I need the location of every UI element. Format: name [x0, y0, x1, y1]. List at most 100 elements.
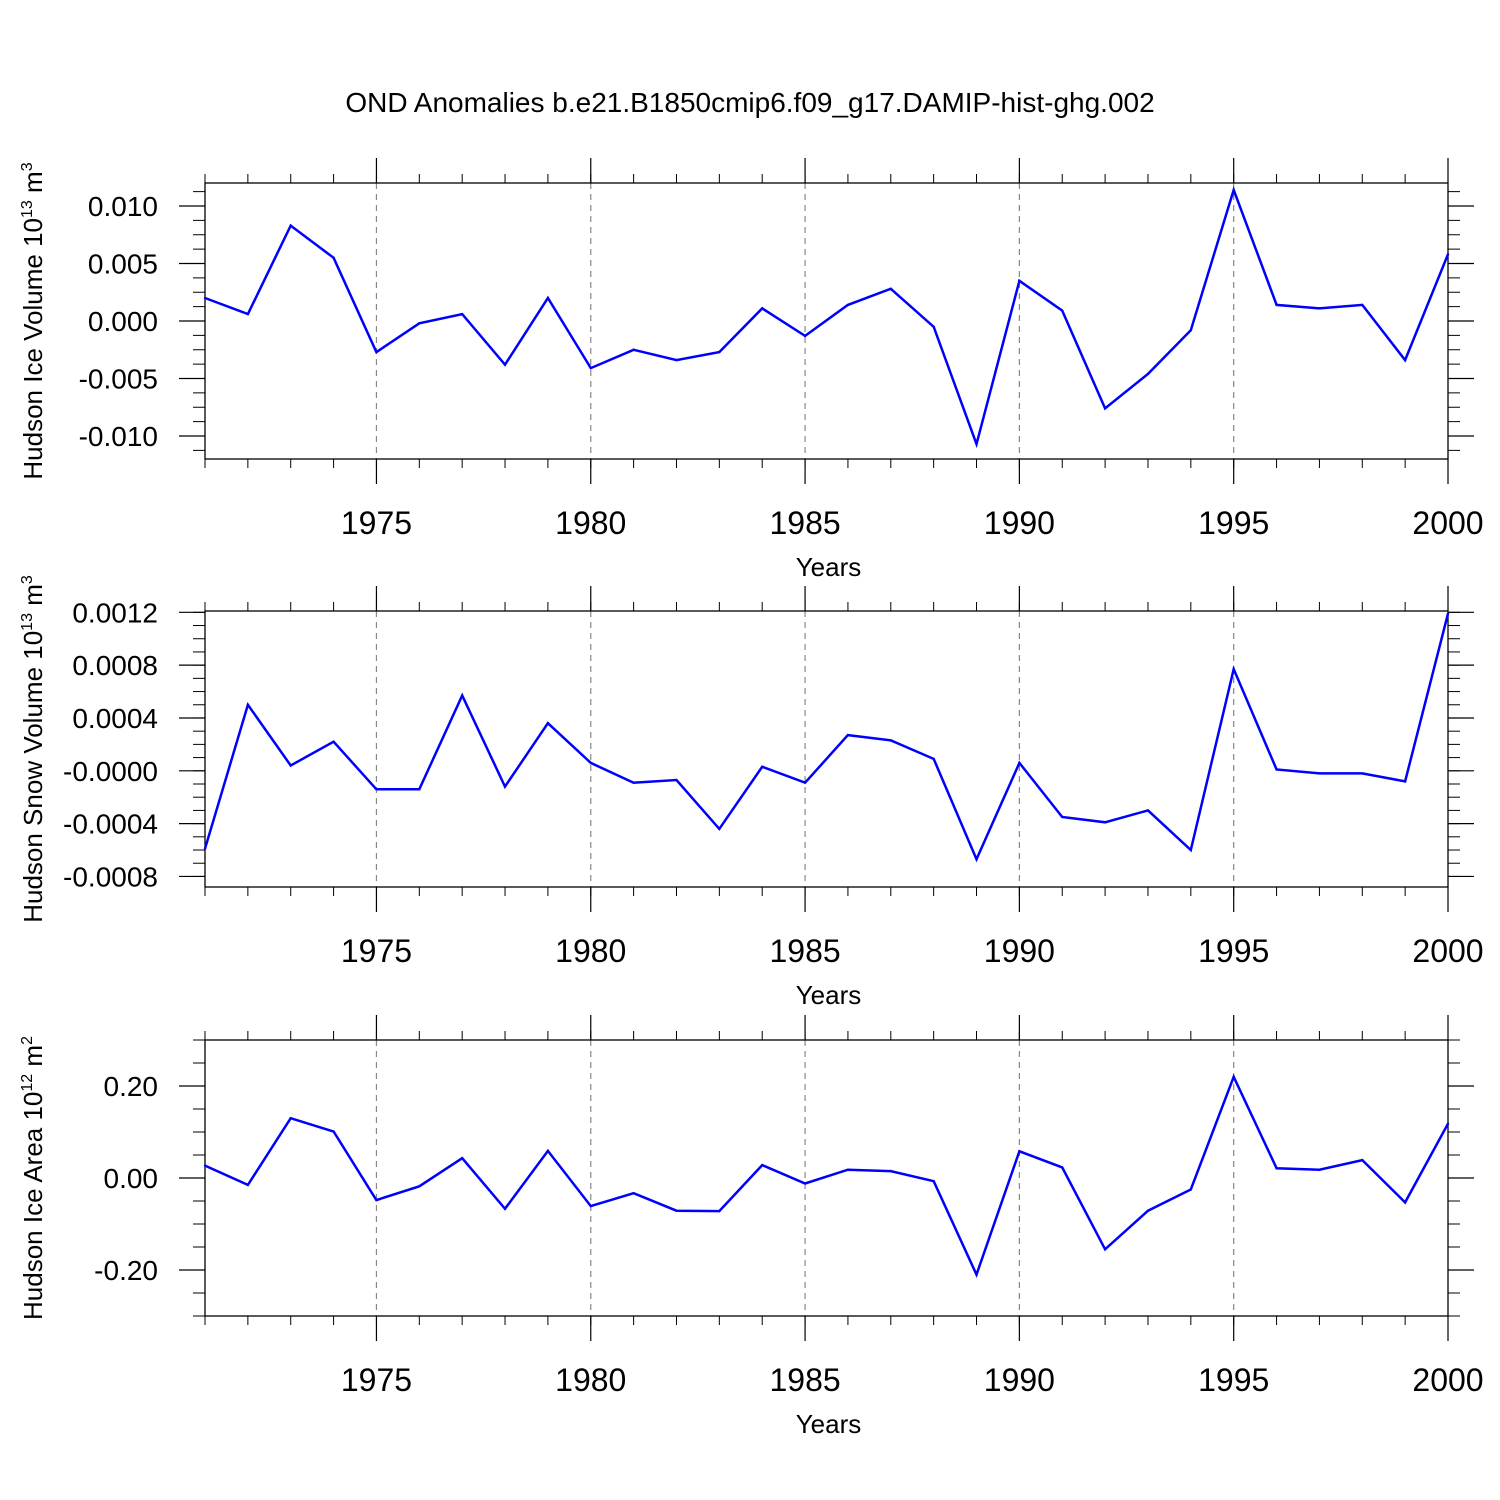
data-point	[546, 296, 550, 300]
data-point	[1232, 1075, 1235, 1079]
x-axis-label: Years	[796, 552, 862, 582]
x-tick-label: 1985	[769, 933, 840, 969]
data-point	[1318, 1168, 1321, 1171]
data-point	[418, 788, 421, 791]
x-tick-label: 1975	[341, 1362, 412, 1398]
data-point	[718, 350, 721, 354]
data-point	[675, 358, 678, 362]
y-tick-label: 0.0008	[72, 650, 158, 681]
x-tick-label: 1980	[555, 933, 626, 969]
data-point	[289, 224, 292, 227]
panel-2: 1975 1980 1985 1990 1995 2000 0.0012 0.0008 0.00…	[18, 575, 1484, 1010]
x-tick-label: 1975	[341, 933, 412, 969]
data-point	[889, 1169, 892, 1173]
data-point	[803, 334, 807, 338]
figure-title: OND Anomalies b.e21.B1850cmip6.f09_g17.D…	[345, 87, 1154, 118]
data-point	[589, 366, 592, 370]
series-line	[203, 613, 1450, 863]
data-point	[718, 1209, 721, 1213]
data-point	[503, 785, 507, 788]
data-point	[203, 847, 207, 850]
x-tick-label: 1985	[769, 1362, 840, 1398]
panel-1: 1975 1980 1985 1990 1995 2000 0.010 0.005 0.000 -…	[18, 158, 1484, 582]
y-axis-label-text: Hudson Snow Volume 10	[18, 631, 48, 923]
data-point	[1446, 612, 1450, 615]
data-point	[1403, 1201, 1407, 1204]
data-point	[803, 781, 807, 784]
y-axis-label-unit: m	[18, 1045, 48, 1074]
x-tick-label: 1990	[984, 1362, 1055, 1398]
data-point	[1061, 815, 1064, 819]
data-point	[1361, 303, 1364, 307]
data-point	[246, 703, 250, 706]
data-point	[761, 1163, 764, 1167]
y-axis-label: Hudson Ice Area 1012 m2	[18, 1036, 48, 1320]
data-point	[503, 363, 507, 366]
plot-frame	[204, 182, 1449, 460]
y-tick-label: 0.000	[88, 306, 158, 337]
data-point	[1275, 303, 1278, 307]
x-tick-label: 1985	[769, 505, 840, 541]
data-point	[1318, 772, 1321, 775]
data-point	[889, 739, 892, 742]
data-point	[846, 1168, 850, 1171]
data-point	[1232, 188, 1235, 192]
data-point	[589, 1204, 592, 1208]
data-point	[1403, 780, 1407, 783]
data-point	[846, 733, 850, 737]
data-point	[375, 1198, 378, 1202]
data-point	[932, 325, 935, 328]
x-tick-label: 1995	[1198, 1362, 1269, 1398]
y-axis-label-text: Hudson Ice Area 10	[18, 1092, 48, 1320]
data-point	[246, 312, 250, 316]
x-tick-label: 1990	[984, 933, 1055, 969]
data-point	[1146, 372, 1150, 376]
y-axis-label-exponent: 13	[19, 613, 36, 631]
data-point	[375, 788, 378, 791]
data-point	[761, 307, 764, 310]
y-axis-label: Hudson Snow Volume 1013 m3	[18, 575, 48, 923]
data-point	[889, 287, 892, 290]
y-tick-label: -0.20	[94, 1255, 158, 1286]
y-tick-label: 0.20	[104, 1071, 159, 1102]
x-axis-label: Years	[796, 1409, 862, 1439]
data-point	[761, 765, 764, 769]
data-point	[1403, 358, 1407, 362]
y-axis-label-text: Hudson Ice Volume 10	[18, 218, 48, 480]
data-point	[803, 1182, 807, 1185]
data-point	[332, 1130, 335, 1133]
data-point	[1018, 1150, 1021, 1153]
data-point	[375, 350, 378, 354]
data-point	[1189, 1188, 1193, 1191]
data-point	[675, 778, 678, 782]
data-point	[1146, 1209, 1150, 1212]
data-point	[1275, 768, 1278, 771]
y-tick-label: 0.005	[88, 249, 158, 280]
y-axis-label-unit: m	[18, 584, 48, 613]
x-tick-label: 1990	[984, 505, 1055, 541]
data-point	[1018, 279, 1021, 282]
x-tick-label: 1980	[555, 505, 626, 541]
plot-frame	[204, 610, 1449, 888]
y-tick-label: 0.010	[88, 191, 158, 222]
data-point	[332, 740, 335, 743]
y-tick-label: 0.00	[104, 1163, 159, 1194]
data-point	[203, 296, 207, 300]
y-tick-label: -0.010	[79, 421, 158, 452]
plot-frame	[204, 1039, 1449, 1317]
data-point	[932, 1180, 935, 1183]
data-point	[1103, 1248, 1107, 1251]
data-point	[1361, 1158, 1364, 1162]
data-point	[718, 827, 721, 831]
data-point	[332, 256, 335, 259]
data-point	[546, 1149, 550, 1153]
data-point	[1361, 772, 1364, 775]
y-tick-label: -0.005	[79, 364, 158, 395]
data-point	[246, 1183, 250, 1187]
y-axis-label-unit: m	[18, 171, 48, 200]
x-tick-label: 1995	[1198, 505, 1269, 541]
y-tick-label: 0.0004	[72, 703, 158, 734]
y-tick-label: -0.0004	[63, 809, 158, 840]
x-tick-label: 1980	[555, 1362, 626, 1398]
